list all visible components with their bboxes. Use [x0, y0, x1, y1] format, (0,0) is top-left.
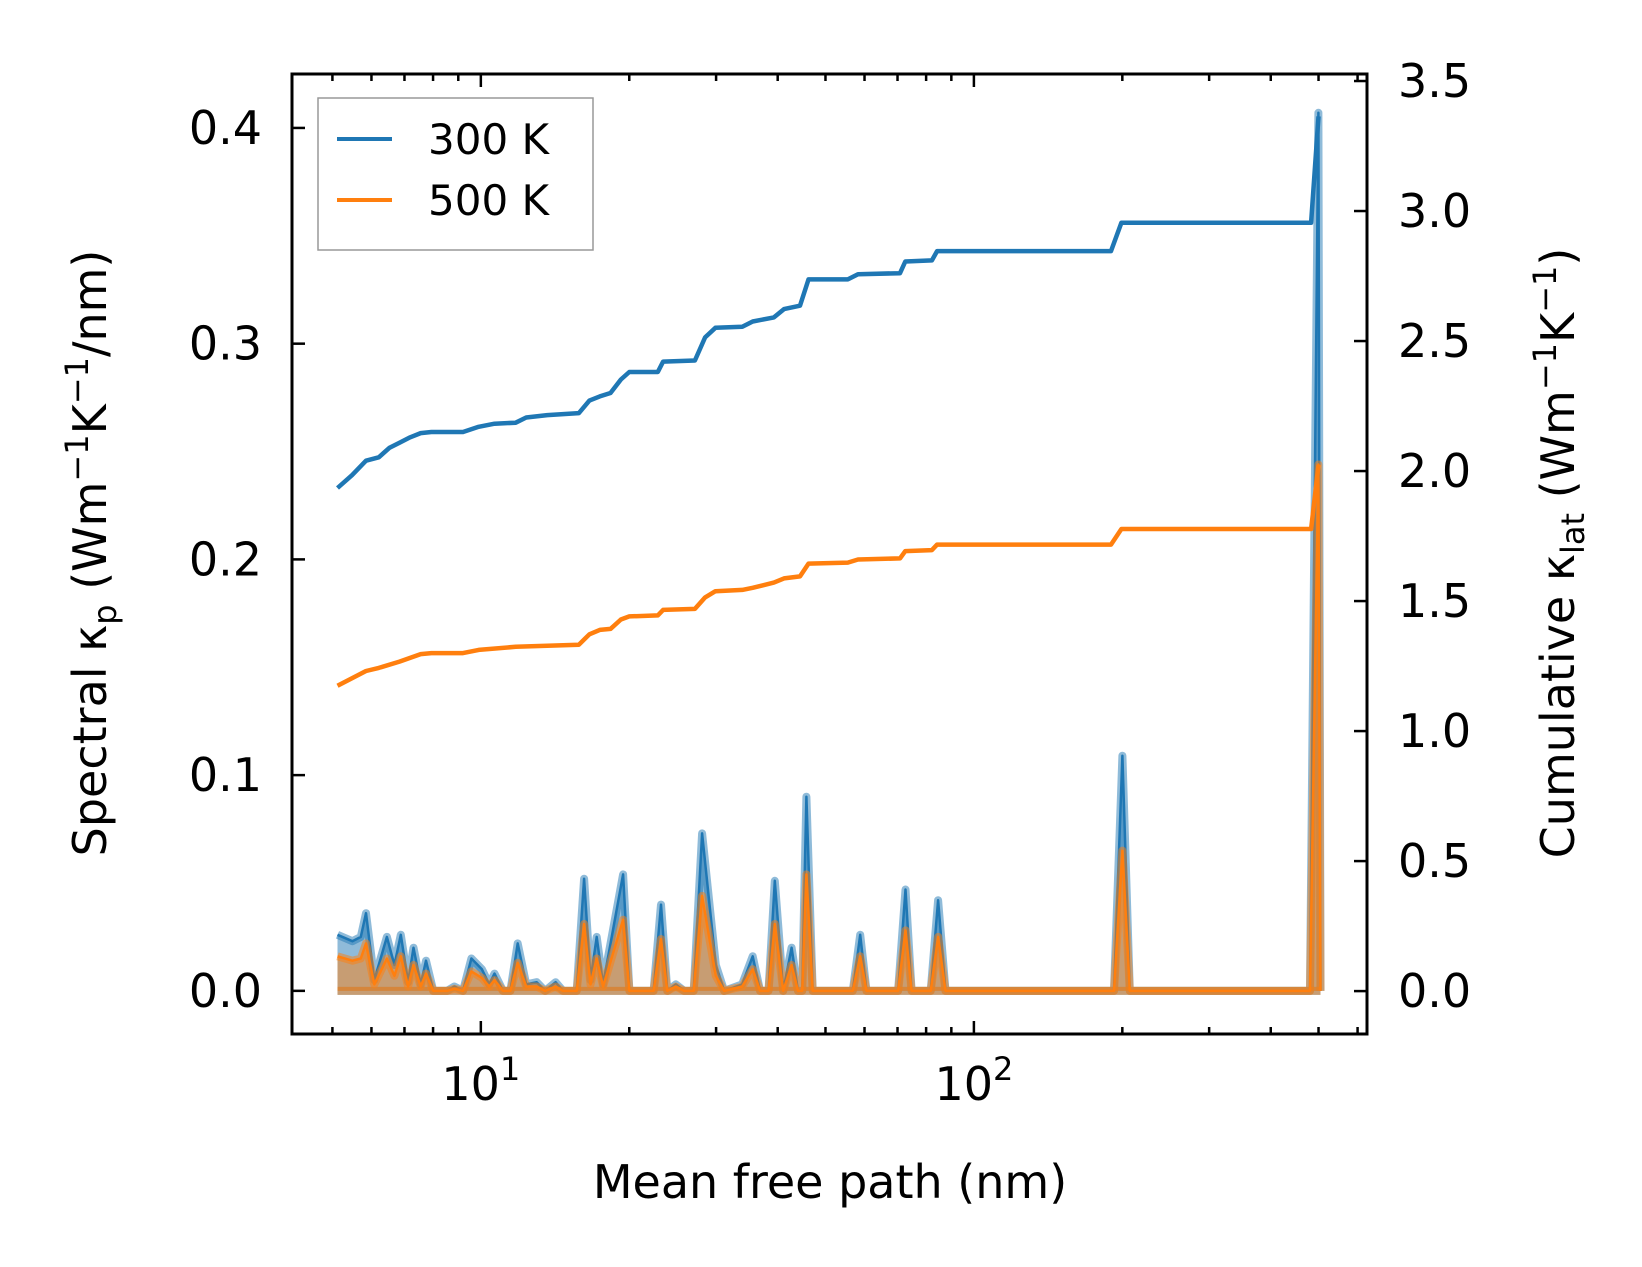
y-left-tick-label: 0.0	[189, 964, 262, 1018]
y-right-tick-label: 3.0	[1398, 184, 1471, 238]
y-left-tick-label: 0.3	[189, 317, 262, 371]
y-left-tick-label: 0.4	[189, 101, 262, 155]
spectral-halo-500k	[336, 460, 1325, 995]
cumulative-series-layer	[336, 116, 1321, 688]
spectral-fill-500k	[337, 464, 1321, 991]
y-left-tick-label: 0.1	[189, 748, 262, 802]
spectral-series-layer	[335, 108, 1325, 995]
x-tick-label: 101	[441, 1050, 520, 1111]
legend-label-500k: 500 K	[428, 176, 551, 225]
y-right-tick-label: 3.5	[1398, 54, 1471, 108]
x-tick-label: 102	[934, 1050, 1013, 1111]
y-right-tick-label: 1.0	[1398, 704, 1471, 758]
legend-box	[317, 97, 594, 251]
plot-frame	[290, 72, 1369, 1036]
y-left-tick-label: 0.2	[189, 532, 262, 586]
left-y-axis-label: Spectral κp (Wm−1K−1/nm)	[58, 250, 124, 857]
y-right-tick-label: 1.5	[1398, 574, 1471, 628]
x-axis-label: Mean free path (nm)	[593, 1155, 1067, 1209]
y-right-tick-label: 2.5	[1398, 314, 1471, 368]
cumulative-line-300k	[336, 116, 1321, 490]
legend-label-300k: 300 K	[428, 115, 551, 164]
spectral-line-500k	[337, 463, 1322, 993]
right-y-axis-label: Cumulative κlat (Wm−1K−1)	[1526, 248, 1592, 859]
ticks-layer: 101 102 0.0 0.1 0.2 0.3 0.4 0.0 0.5 1.0 1.5 2.0 2.5 3…	[189, 54, 1471, 1111]
y-right-tick-label: 2.0	[1398, 444, 1471, 498]
cumulative-line-500k	[336, 464, 1321, 688]
y-right-tick-label: 0.0	[1398, 964, 1471, 1018]
legend: 300 K 500 K	[317, 97, 594, 251]
y-right-tick-label: 0.5	[1398, 834, 1471, 888]
